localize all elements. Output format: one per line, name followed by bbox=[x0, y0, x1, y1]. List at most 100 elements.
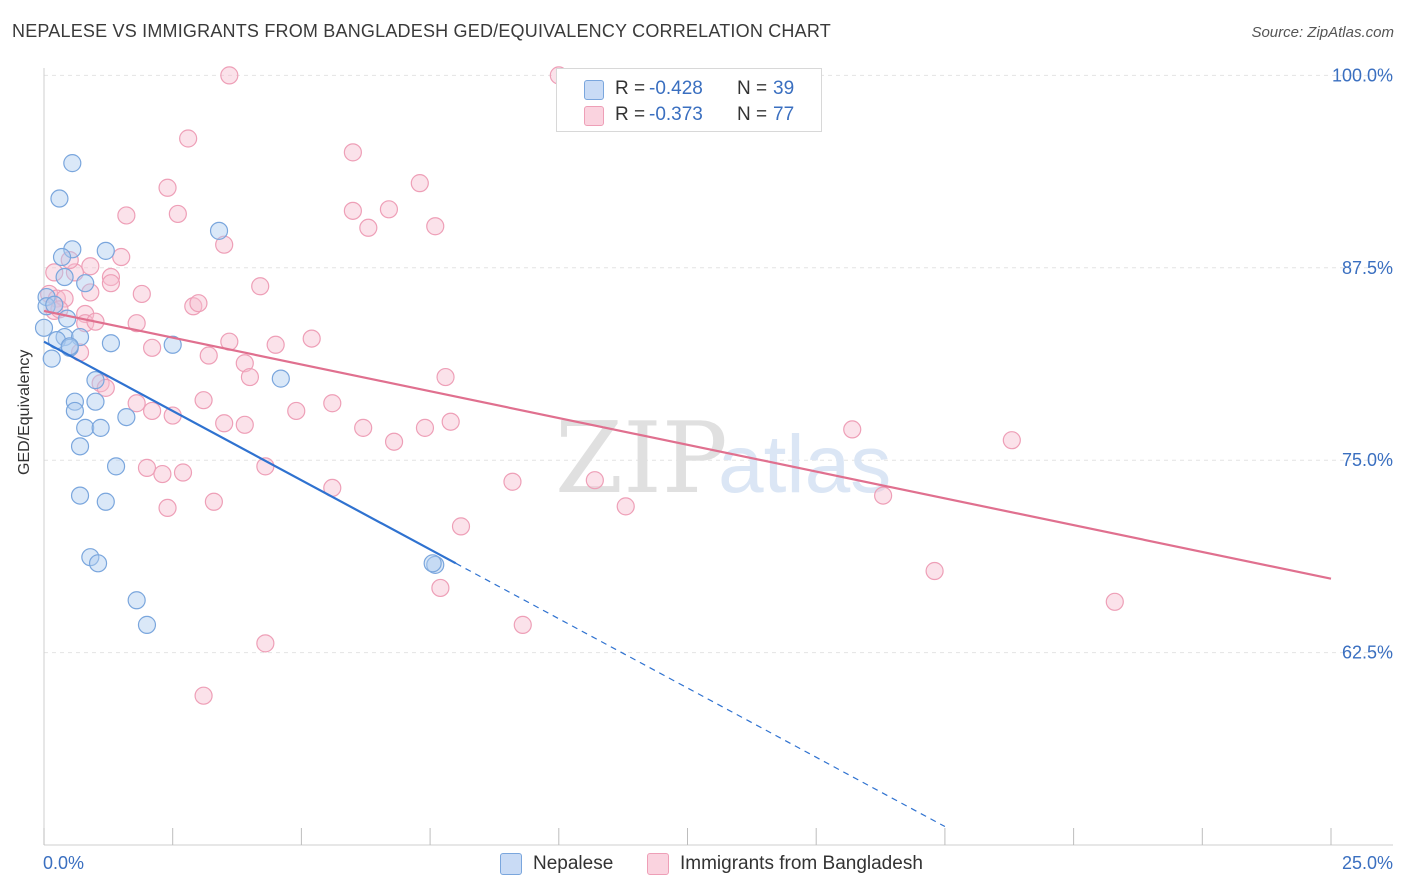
point-bangladesh bbox=[503, 472, 522, 491]
point-nepalese bbox=[65, 401, 84, 421]
point-bangladesh bbox=[153, 464, 172, 484]
point-bangladesh bbox=[81, 283, 100, 302]
point-bangladesh bbox=[235, 415, 254, 434]
point-bangladesh bbox=[302, 329, 321, 348]
point-bangladesh bbox=[441, 412, 460, 431]
chart-title: NEPALESE VS IMMIGRANTS FROM BANGLADESH G… bbox=[12, 21, 831, 41]
point-nepalese bbox=[76, 418, 95, 437]
point-bangladesh bbox=[1105, 592, 1124, 611]
point-bangladesh bbox=[359, 218, 378, 237]
point-bangladesh bbox=[112, 247, 131, 267]
point-nepalese bbox=[88, 554, 108, 573]
n-label: N = bbox=[737, 78, 768, 99]
point-bangladesh bbox=[451, 517, 471, 536]
point-bangladesh bbox=[194, 686, 213, 705]
point-nepalese bbox=[70, 486, 90, 505]
trend-line-bangladesh bbox=[43, 309, 1332, 580]
point-bangladesh bbox=[101, 267, 121, 287]
point-nepalese bbox=[70, 437, 90, 456]
y-tick-label: 87.5% bbox=[1342, 258, 1393, 278]
n-value-bangladesh: 77 bbox=[773, 104, 795, 125]
point-nepalese bbox=[37, 287, 56, 307]
point-bangladesh bbox=[215, 235, 234, 254]
watermark-zip: ZIP bbox=[555, 402, 728, 516]
point-nepalese bbox=[91, 418, 110, 437]
point-bangladesh bbox=[158, 178, 177, 197]
point-bangladesh bbox=[127, 314, 146, 333]
point-bangladesh bbox=[379, 200, 399, 219]
trend-line-nepalese-extension bbox=[455, 562, 946, 828]
point-bangladesh bbox=[132, 284, 151, 304]
point-bangladesh bbox=[143, 401, 162, 421]
point-nepalese bbox=[106, 457, 126, 476]
tick-labels: 62.5% 75.0% 87.5% 100.0% 0.0% 25.0% bbox=[43, 65, 1393, 873]
point-nepalese bbox=[37, 297, 56, 316]
point-bangladesh bbox=[45, 263, 64, 282]
point-bangladesh bbox=[343, 201, 362, 220]
point-bangladesh bbox=[163, 406, 182, 425]
x-tick-label: 25.0% bbox=[1342, 853, 1393, 873]
trend-line-nepalese bbox=[43, 340, 457, 565]
point-bangladesh bbox=[199, 346, 218, 365]
legend-swatch-nepalese bbox=[584, 80, 604, 100]
point-nepalese bbox=[117, 407, 136, 427]
point-nepalese bbox=[63, 240, 82, 259]
point-bangladesh bbox=[256, 634, 275, 653]
point-nepalese bbox=[96, 492, 115, 511]
point-bangladesh bbox=[384, 432, 404, 451]
point-bangladesh bbox=[323, 394, 342, 413]
r-label: R = bbox=[615, 104, 646, 125]
point-nepalese bbox=[34, 318, 54, 337]
point-nepalese bbox=[127, 591, 146, 610]
point-bangladesh bbox=[436, 367, 455, 387]
point-bangladesh bbox=[96, 378, 115, 397]
point-bangladesh bbox=[266, 335, 285, 354]
point-nepalese bbox=[42, 349, 61, 368]
point-bangladesh bbox=[431, 578, 450, 598]
legend-swatch-nepalese bbox=[500, 853, 522, 875]
point-bangladesh bbox=[168, 204, 187, 224]
point-bangladesh bbox=[117, 206, 136, 225]
point-bangladesh bbox=[55, 289, 74, 308]
point-bangladesh bbox=[1002, 431, 1021, 450]
point-bangladesh bbox=[410, 174, 429, 193]
point-nepalese bbox=[65, 392, 84, 411]
point-nepalese bbox=[163, 335, 182, 354]
point-bangladesh bbox=[415, 418, 435, 437]
r-value-nepalese: -0.428 bbox=[649, 78, 703, 99]
point-bangladesh bbox=[158, 498, 177, 518]
point-nepalese bbox=[271, 369, 290, 388]
n-label: N = bbox=[737, 104, 768, 125]
y-tick-label: 75.0% bbox=[1342, 450, 1393, 470]
point-nepalese bbox=[76, 274, 95, 293]
point-bangladesh bbox=[184, 297, 203, 316]
point-bangladesh bbox=[251, 277, 270, 296]
n-value-nepalese: 39 bbox=[773, 78, 795, 99]
point-bangladesh bbox=[179, 129, 198, 148]
point-nepalese bbox=[101, 334, 121, 353]
axes bbox=[43, 68, 1393, 846]
point-bangladesh bbox=[925, 561, 944, 581]
point-bangladesh bbox=[874, 486, 893, 505]
data-points bbox=[34, 66, 1124, 705]
point-bangladesh bbox=[585, 471, 604, 490]
point-bangladesh bbox=[204, 492, 223, 511]
point-bangladesh bbox=[513, 615, 532, 634]
point-bangladesh bbox=[101, 274, 121, 293]
point-bangladesh bbox=[189, 294, 208, 313]
point-nepalese bbox=[55, 267, 74, 287]
watermark: ZIP atlas bbox=[555, 402, 891, 516]
point-bangladesh bbox=[354, 418, 373, 437]
trend-lines bbox=[43, 309, 1332, 828]
point-bangladesh bbox=[616, 497, 635, 516]
x-tick-label: 0.0% bbox=[43, 853, 84, 873]
point-bangladesh bbox=[287, 401, 306, 421]
r-label: R = bbox=[615, 78, 646, 99]
source-label: Source: ZipAtlas.com bbox=[1251, 24, 1394, 41]
point-bangladesh bbox=[240, 367, 260, 387]
point-nepalese bbox=[86, 371, 105, 390]
point-bangladesh bbox=[81, 257, 100, 276]
legend-label-nepalese: Nepalese bbox=[533, 853, 614, 874]
watermark-atlas: atlas bbox=[718, 419, 891, 510]
